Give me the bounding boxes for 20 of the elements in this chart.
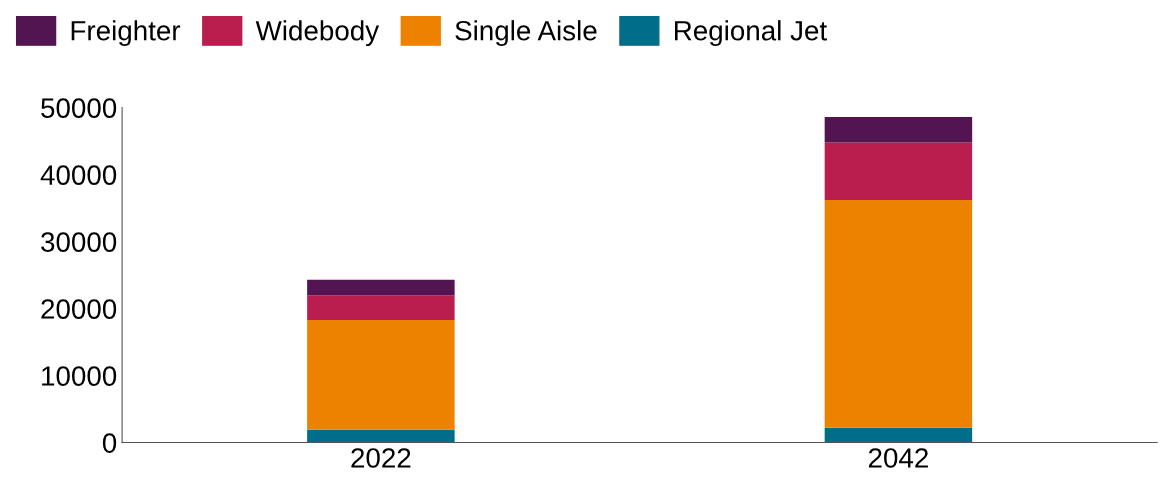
y-tick-label: 10000 (42, 366, 117, 386)
y-tick-label: 0 (102, 433, 117, 453)
y-tick-label: 30000 (41, 232, 117, 252)
bar (307, 319, 455, 430)
legend-label: Freighter (71, 20, 181, 47)
bar (307, 429, 455, 443)
legend-label: Single Aisle (455, 20, 597, 47)
bar (824, 116, 973, 143)
bar (824, 427, 973, 443)
legend-label: Regional Jet (674, 20, 827, 47)
x-tick-label: 2022 (351, 448, 411, 468)
bar (307, 295, 455, 320)
bar (307, 279, 455, 296)
x-tick-label: 2042 (868, 448, 928, 468)
y-tick-label: 50000 (41, 98, 117, 118)
bar (824, 142, 973, 201)
bar (824, 200, 973, 428)
y-tick-label: 20000 (41, 299, 117, 319)
legend-label: Widebody (255, 20, 380, 47)
y-tick-label: 40000 (40, 165, 117, 185)
